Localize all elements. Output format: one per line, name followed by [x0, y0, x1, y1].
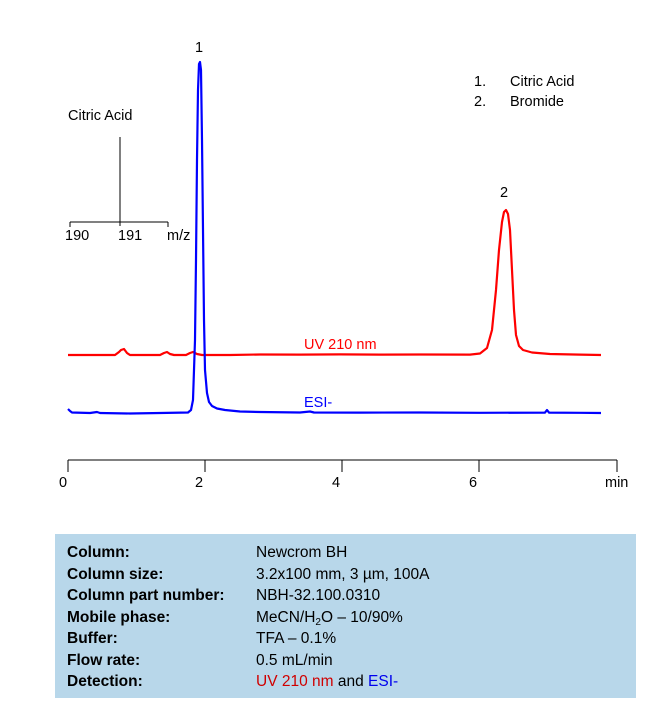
condition-label: Mobile phase: [67, 608, 171, 626]
condition-value: Newcrom BH [256, 544, 348, 561]
legend-number-1: 1. [474, 74, 487, 90]
esi-trace-label: ESI- [304, 395, 333, 411]
inset-title: Citric Acid [68, 108, 133, 124]
condition-label: Detection: [67, 673, 143, 690]
x-tick-2: 2 [195, 475, 204, 491]
condition-value: NBH-32.100.0310 [256, 587, 381, 604]
peak-label-1: 1 [195, 40, 204, 56]
condition-value: MeCN/H2O – 10/90% [256, 607, 403, 629]
condition-value: UV 210 nm and ESI- [256, 671, 398, 693]
x-tick-4: 4 [332, 475, 341, 491]
esi-trace [67, 60, 602, 415]
legend-name-2: Bromide [510, 94, 564, 110]
inset-tick-190: 190 [65, 228, 90, 244]
condition-value: TFA – 0.1% [256, 630, 337, 647]
condition-value: 3.2x100 mm, 3 µm, 100A [256, 565, 430, 583]
x-axis [67, 459, 618, 472]
inset-unit-mz: m/z [167, 228, 191, 244]
condition-label: Column part number: [67, 587, 225, 604]
inset-tick-191: 191 [118, 228, 143, 244]
detection-esi: ESI- [368, 673, 399, 690]
condition-label: Buffer: [67, 630, 118, 647]
detection-and: and [333, 673, 369, 690]
mobile-phase-pre: MeCN/H [256, 608, 316, 626]
condition-label: Flow rate: [67, 651, 141, 669]
peak-label-2: 2 [500, 185, 509, 201]
x-tick-0: 0 [59, 475, 68, 491]
chromatogram-plot [67, 60, 618, 472]
uv-210-trace [68, 208, 602, 357]
mobile-phase-post: O – 10/90% [320, 608, 403, 626]
legend-number-2: 2. [474, 94, 487, 110]
conditions-box: Column: Newcrom BH Column size: 3.2x100 … [55, 534, 636, 698]
uv-trace-label: UV 210 nm [304, 337, 377, 353]
x-axis-unit: min [605, 475, 629, 491]
inset-mass-spectrum [69, 137, 169, 227]
detection-uv: UV 210 nm [256, 673, 334, 690]
condition-label: Column: [67, 544, 130, 561]
condition-label: Column size: [67, 565, 164, 583]
x-tick-6: 6 [469, 475, 478, 491]
mobile-phase-subscript: 2 [315, 616, 321, 628]
legend-name-1: Citric Acid [510, 74, 575, 90]
condition-value: 0.5 mL/min [256, 651, 333, 669]
